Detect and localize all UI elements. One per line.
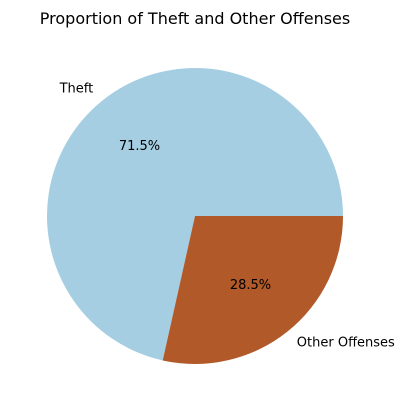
pie-labels: Theft 71.5% Other Offenses 28.5%	[59, 81, 395, 350]
slice-pct-theft: 71.5%	[119, 139, 160, 154]
pie-slice-theft	[47, 68, 344, 361]
pie-slice-other-offenses	[162, 216, 343, 365]
pie-slices	[47, 68, 344, 365]
slice-label-theft: Theft	[59, 81, 94, 96]
chart-title: Proportion of Theft and Other Offenses	[40, 9, 350, 28]
slice-pct-other-offenses: 28.5%	[230, 278, 271, 293]
slice-label-other-offenses: Other Offenses	[297, 336, 395, 351]
